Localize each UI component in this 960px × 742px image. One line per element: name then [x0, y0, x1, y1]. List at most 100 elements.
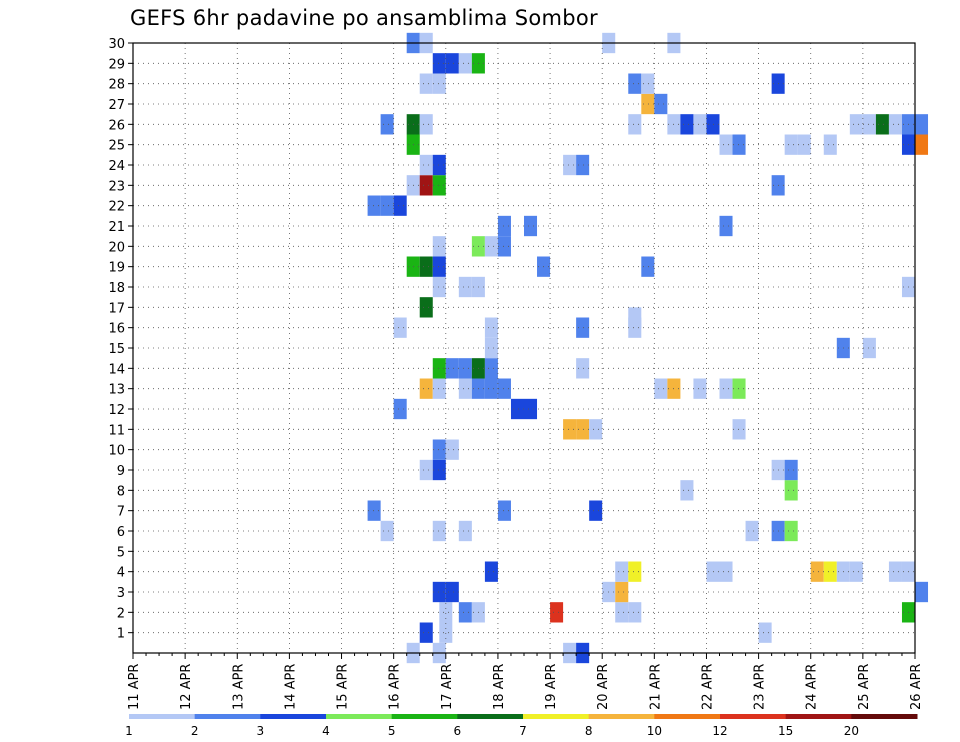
data-cell: [719, 215, 733, 237]
data-cell: [576, 419, 590, 440]
data-cell: [445, 439, 459, 460]
y-tick-label: 29: [108, 57, 125, 72]
colorbar-label: 2: [191, 724, 199, 738]
data-cell: [432, 378, 446, 399]
x-axis: 11 APR 12 APR 13 APR 14 APR 15 APR 16 APR 17 A…: [127, 653, 924, 710]
chart-title: GEFS 6hr padavine po ansamblima Sombor: [130, 6, 598, 30]
data-cell: [576, 358, 590, 379]
data-cell: [497, 378, 511, 399]
colorbar-label: 10: [647, 724, 662, 738]
data-cell: [458, 53, 472, 74]
data-cell: [693, 114, 707, 135]
data-cell: [432, 459, 446, 481]
colorbar-label: 3: [257, 724, 265, 738]
data-cell: [641, 73, 655, 94]
x-tick-label: 21 APR: [648, 664, 663, 710]
x-tick-label: 26 APR: [909, 664, 924, 710]
data-cell: [524, 398, 538, 420]
data-cell: [419, 297, 433, 318]
y-tick-label: 4: [117, 566, 125, 581]
x-tick-label: 23 APR: [753, 664, 768, 710]
data-cell: [380, 114, 394, 135]
data-cell: [589, 500, 603, 521]
colorbar-label: 5: [388, 724, 396, 738]
data-cell: [393, 195, 407, 216]
data-cell: [915, 114, 929, 135]
data-cell: [380, 195, 394, 216]
colorbar-swatch: [194, 714, 261, 719]
colorbar-swatch: [720, 714, 787, 719]
data-cell: [497, 500, 511, 521]
data-cell: [719, 378, 733, 399]
data-cell: [458, 602, 472, 623]
data-cell: [732, 378, 746, 399]
data-cell: [367, 195, 381, 216]
colorbar-label: 12: [712, 724, 727, 738]
y-tick-label: 19: [108, 261, 125, 276]
y-tick-label: 20: [108, 240, 125, 255]
data-cell: [758, 622, 772, 643]
y-tick-label: 12: [108, 403, 125, 418]
y-tick-label: 27: [108, 98, 125, 113]
y-tick-label: 26: [108, 118, 125, 133]
data-cell: [706, 561, 720, 582]
data-cell: [393, 398, 407, 420]
y-tick-label: 25: [108, 139, 125, 154]
data-cell: [419, 459, 433, 481]
data-cell: [458, 276, 472, 298]
y-tick-label: 18: [108, 281, 125, 296]
x-tick-label: 18 APR: [492, 664, 507, 710]
x-tick-label: 12 APR: [179, 664, 194, 710]
data-cell: [419, 114, 433, 135]
data-cell: [628, 73, 642, 94]
y-tick-label: 3: [117, 586, 125, 601]
x-tick-label: 14 APR: [283, 664, 298, 710]
x-tick-label: 19 APR: [544, 664, 559, 710]
y-tick-label: 14: [108, 362, 125, 377]
colorbar: 1 2 3 4 5 6 7 8 10 12 15 20: [125, 714, 918, 738]
data-cell: [439, 602, 453, 623]
x-tick-label: 17 APR: [440, 664, 455, 710]
data-cell: [641, 256, 655, 277]
data-cell: [888, 561, 902, 582]
data-cell: [589, 419, 603, 440]
y-tick-label: 1: [117, 627, 125, 642]
data-cell: [439, 622, 453, 643]
x-tick-label: 20 APR: [596, 664, 611, 710]
y-tick-label: 2: [117, 606, 125, 621]
data-cell: [862, 337, 876, 359]
colorbar-swatch: [588, 714, 655, 719]
data-cell: [380, 520, 394, 542]
data-cell: [693, 378, 707, 399]
data-cell: [432, 236, 446, 257]
colorbar-label: 7: [519, 724, 527, 738]
data-cell: [719, 561, 733, 582]
data-cell: [784, 520, 798, 542]
data-cell: [615, 561, 629, 582]
data-cell: [458, 378, 472, 399]
y-tick-label: 10: [108, 444, 125, 459]
y-tick-label: 21: [108, 220, 125, 235]
data-cell: [432, 276, 446, 298]
data-cell: [484, 317, 498, 338]
colorbar-swatch: [391, 714, 458, 719]
y-tick-label: 24: [108, 159, 125, 174]
data-cell: [458, 358, 472, 379]
data-cell: [367, 500, 381, 521]
y-tick-label: 16: [108, 322, 125, 337]
colorbar-label: 6: [454, 724, 462, 738]
data-cell: [458, 520, 472, 542]
data-cell: [615, 602, 629, 623]
data-cell: [484, 337, 498, 359]
y-axis: 1234567891011121314151617181920212223242…: [108, 37, 133, 642]
data-cell: [810, 561, 824, 582]
data-cell: [445, 581, 459, 603]
data-cell: [432, 439, 446, 460]
x-tick-label: 25 APR: [857, 664, 872, 710]
data-cell: [497, 236, 511, 257]
data-cell: [888, 114, 902, 135]
data-cell: [680, 114, 694, 135]
y-tick-label: 11: [108, 423, 125, 438]
y-tick-label: 13: [108, 383, 125, 398]
